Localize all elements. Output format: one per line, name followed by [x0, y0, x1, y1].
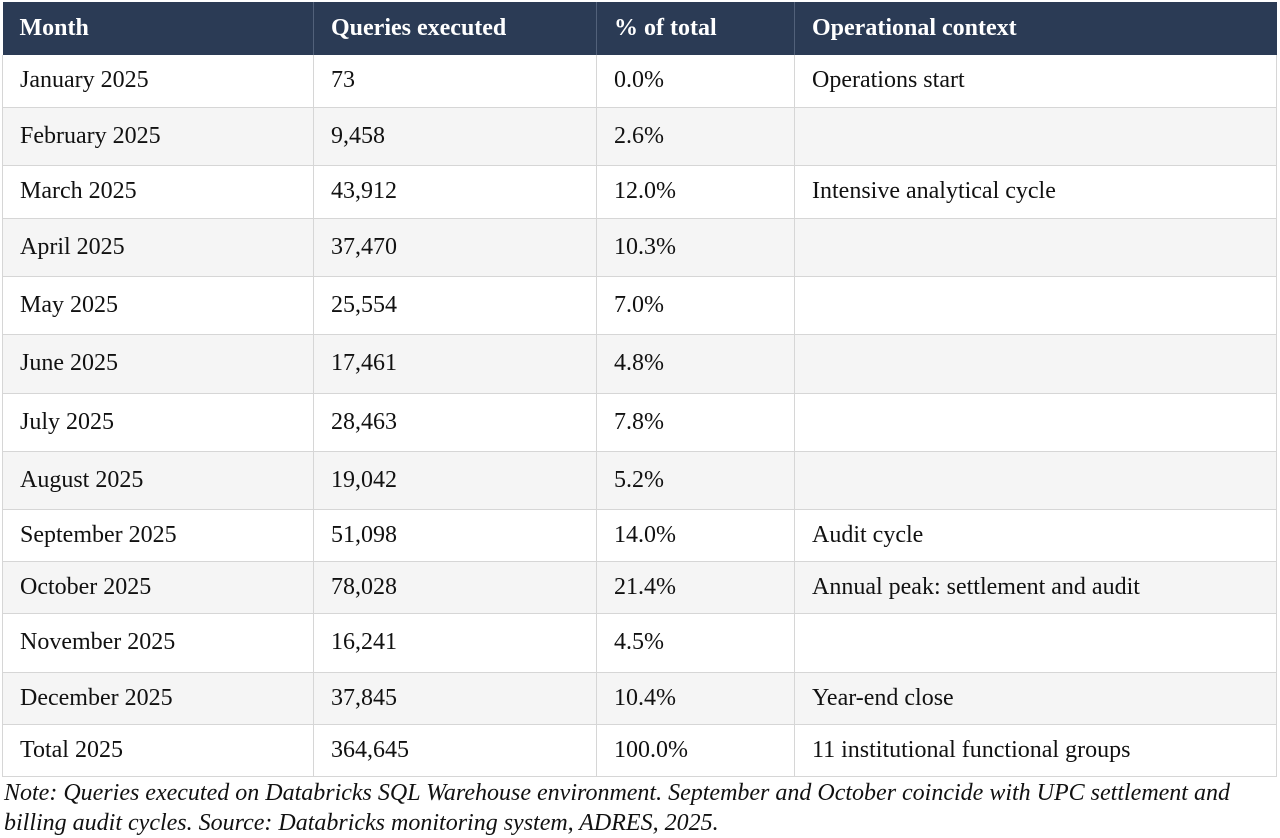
context-cell [794, 393, 1277, 452]
queries-cell: 43,912 [313, 165, 597, 219]
table-row: December 2025 37,845 10.4% Year-end clos… [2, 672, 1277, 725]
table-row: January 2025 73 0.0% Operations start [2, 55, 1277, 108]
month-cell: February 2025 [2, 107, 314, 166]
percent-cell: 4.5% [596, 613, 795, 673]
context-cell: 11 institutional functional groups [794, 724, 1277, 777]
context-cell: Operations start [794, 55, 1277, 108]
month-cell: July 2025 [2, 393, 314, 452]
percent-cell: 10.3% [596, 218, 795, 277]
table-row: August 2025 19,042 5.2% [2, 451, 1277, 510]
context-cell [794, 107, 1277, 166]
table-row: October 2025 78,028 21.4% Annual peak: s… [2, 561, 1277, 614]
table-row: June 2025 17,461 4.8% [2, 334, 1277, 394]
month-cell: December 2025 [2, 672, 314, 725]
percent-cell: 12.0% [596, 165, 795, 219]
context-cell: Audit cycle [794, 509, 1277, 562]
context-cell [794, 218, 1277, 277]
percent-cell: 7.0% [596, 276, 795, 335]
month-cell: November 2025 [2, 613, 314, 673]
table-row: April 2025 37,470 10.3% [2, 218, 1277, 277]
total-row: Total 2025 364,645 100.0% 11 institution… [2, 724, 1277, 777]
queries-cell: 25,554 [313, 276, 597, 335]
header-percent-of-total: % of total [596, 2, 795, 55]
table-row: May 2025 25,554 7.0% [2, 276, 1277, 335]
context-cell: Annual peak: settlement and audit [794, 561, 1277, 614]
header-row: Month Queries executed % of total Operat… [2, 2, 1277, 55]
context-cell: Year-end close [794, 672, 1277, 725]
queries-cell: 73 [313, 55, 597, 108]
percent-cell: 100.0% [596, 724, 795, 777]
month-cell: September 2025 [2, 509, 314, 562]
table-row: July 2025 28,463 7.8% [2, 393, 1277, 452]
context-cell [794, 276, 1277, 335]
table-row: September 2025 51,098 14.0% Audit cycle [2, 509, 1277, 562]
queries-cell: 78,028 [313, 561, 597, 614]
month-cell: May 2025 [2, 276, 314, 335]
context-cell [794, 613, 1277, 673]
header-month: Month [2, 2, 314, 55]
month-cell: April 2025 [2, 218, 314, 277]
percent-cell: 5.2% [596, 451, 795, 510]
table-row: February 2025 9,458 2.6% [2, 107, 1277, 166]
queries-cell: 37,845 [313, 672, 597, 725]
percent-cell: 21.4% [596, 561, 795, 614]
month-cell: June 2025 [2, 334, 314, 394]
percent-cell: 10.4% [596, 672, 795, 725]
month-cell: March 2025 [2, 165, 314, 219]
queries-cell: 37,470 [313, 218, 597, 277]
context-cell [794, 334, 1277, 394]
queries-table: Month Queries executed % of total Operat… [2, 2, 1277, 777]
document-page: Month Queries executed % of total Operat… [2, 2, 1277, 777]
queries-cell: 17,461 [313, 334, 597, 394]
percent-cell: 14.0% [596, 509, 795, 562]
month-cell: October 2025 [2, 561, 314, 614]
queries-cell: 28,463 [313, 393, 597, 452]
queries-cell: 16,241 [313, 613, 597, 673]
table-note: Note: Queries executed on Databricks SQL… [4, 780, 1230, 836]
month-cell: Total 2025 [2, 724, 314, 777]
table-body: January 2025 73 0.0% Operations start Fe… [2, 55, 1277, 777]
percent-cell: 7.8% [596, 393, 795, 452]
queries-cell: 19,042 [313, 451, 597, 510]
header-queries-executed: Queries executed [313, 2, 597, 55]
month-cell: August 2025 [2, 451, 314, 510]
table-row: November 2025 16,241 4.5% [2, 613, 1277, 673]
month-cell: January 2025 [2, 55, 314, 108]
table-row: March 2025 43,912 12.0% Intensive analyt… [2, 165, 1277, 219]
context-cell [794, 451, 1277, 510]
percent-cell: 2.6% [596, 107, 795, 166]
context-cell: Intensive analytical cycle [794, 165, 1277, 219]
percent-cell: 4.8% [596, 334, 795, 394]
table-header: Month Queries executed % of total Operat… [2, 2, 1277, 55]
header-operational-context: Operational context [812, 15, 1017, 41]
queries-cell: 9,458 [313, 107, 597, 166]
queries-cell: 364,645 [313, 724, 597, 777]
queries-cell: 51,098 [313, 509, 597, 562]
percent-cell: 0.0% [596, 55, 795, 108]
